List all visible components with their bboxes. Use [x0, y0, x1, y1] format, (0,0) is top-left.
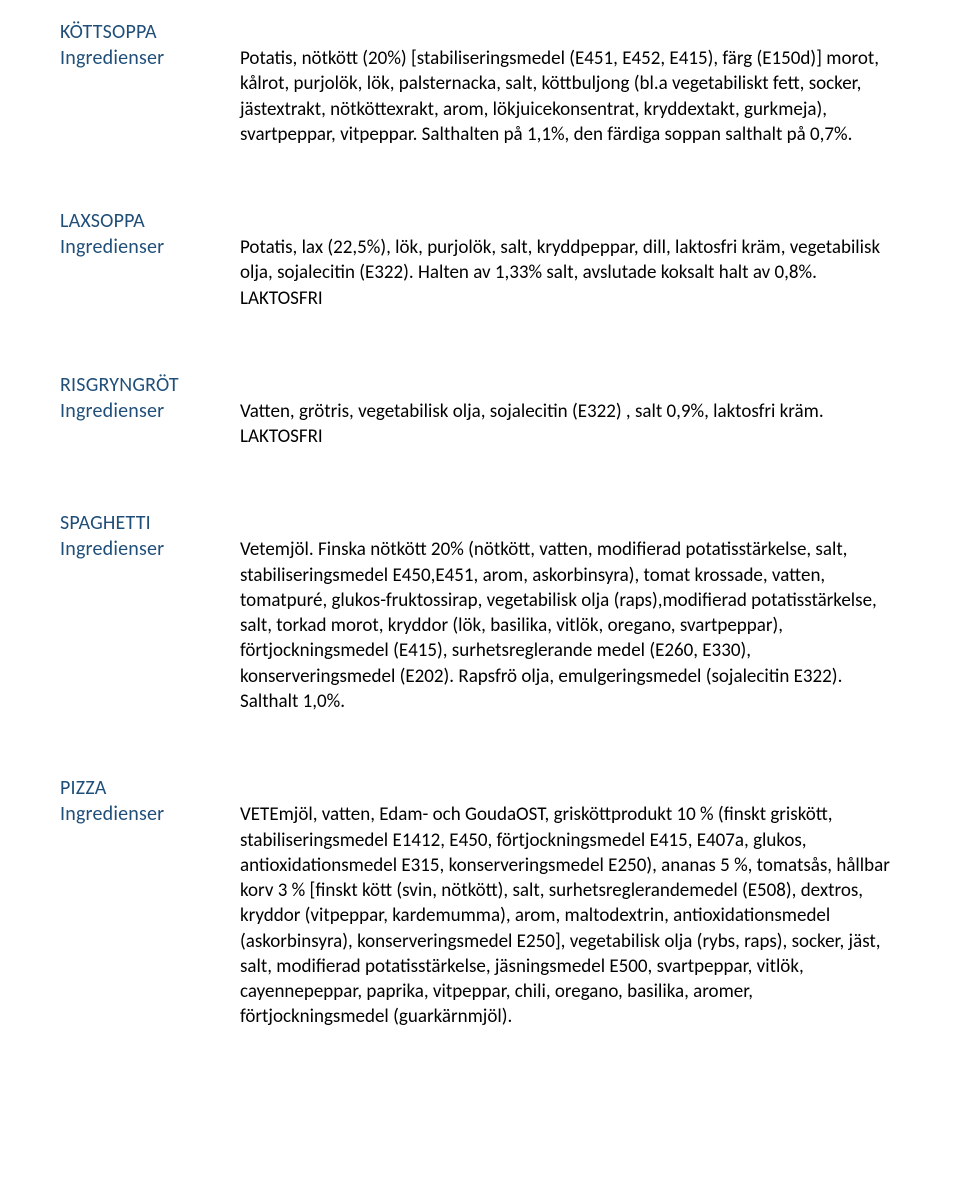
document-page: KÖTTSOPPA Ingredienser Potatis, nötkött … [0, 0, 960, 1183]
section-kottsoppa: KÖTTSOPPA Ingredienser Potatis, nötkött … [60, 20, 900, 147]
ingredients-label: Ingredienser [60, 802, 240, 826]
ingredients-label: Ingredienser [60, 235, 240, 259]
section-laxsoppa: LAXSOPPA Ingredienser Potatis, lax (22,5… [60, 209, 900, 311]
section-row: Ingredienser Potatis, nötkött (20%) [sta… [60, 46, 900, 147]
section-row: Ingredienser VETEmjöl, vatten, Edam- och… [60, 802, 900, 1029]
section-row: Ingredienser Potatis, lax (22,5%), lök, … [60, 235, 900, 311]
section-pizza: PIZZA Ingredienser VETEmjöl, vatten, Eda… [60, 776, 900, 1029]
ingredients-label: Ingredienser [60, 46, 240, 70]
section-title: SPAGHETTI [60, 511, 900, 535]
section-risgryngrot: RISGRYNGRÖT Ingredienser Vatten, grötris… [60, 373, 900, 450]
section-spaghetti: SPAGHETTI Ingredienser Vetemjöl. Finska … [60, 511, 900, 714]
ingredients-body: VETEmjöl, vatten, Edam- och GoudaOST, gr… [240, 802, 900, 1029]
section-title: PIZZA [60, 776, 900, 800]
section-row: Ingredienser Vetemjöl. Finska nötkött 20… [60, 537, 900, 714]
ingredients-body: Potatis, nötkött (20%) [stabiliseringsme… [240, 46, 900, 147]
ingredients-body: Vatten, grötris, vegetabilisk olja, soja… [240, 399, 900, 450]
ingredients-body: Vetemjöl. Finska nötkött 20% (nötkött, v… [240, 537, 900, 714]
section-row: Ingredienser Vatten, grötris, vegetabili… [60, 399, 900, 450]
ingredients-body: Potatis, lax (22,5%), lök, purjolök, sal… [240, 235, 900, 311]
ingredients-label: Ingredienser [60, 399, 240, 423]
section-title: KÖTTSOPPA [60, 20, 900, 44]
section-title: LAXSOPPA [60, 209, 900, 233]
section-title: RISGRYNGRÖT [60, 373, 900, 397]
ingredients-label: Ingredienser [60, 537, 240, 561]
